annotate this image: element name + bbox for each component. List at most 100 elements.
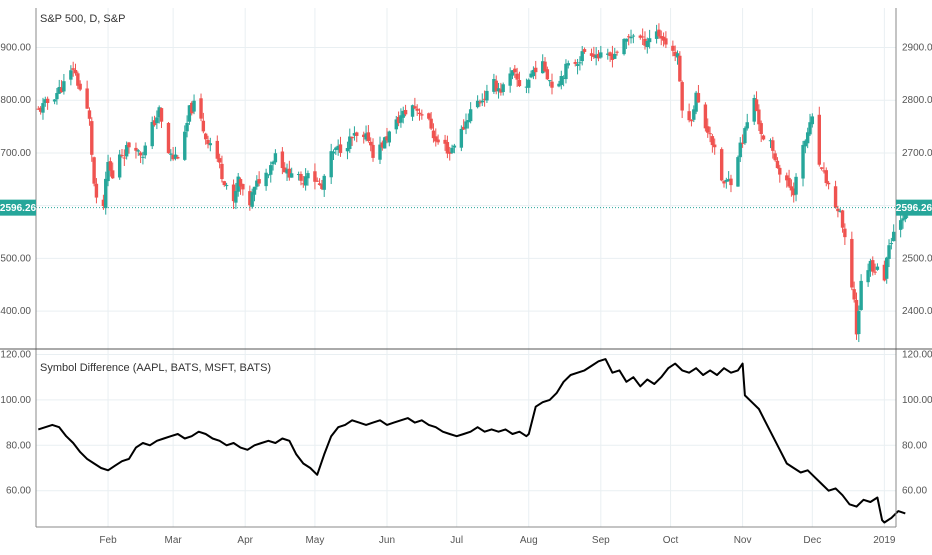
- candle-body: [106, 161, 110, 182]
- candle-body: [822, 170, 826, 172]
- candlestick: [594, 47, 598, 66]
- candlestick: [808, 113, 812, 136]
- candle-body: [159, 108, 164, 122]
- axes: Feb Mar Apr May Jun Jul Aug Sep Oct Nov Dec 2019 240…: [0, 8, 932, 546]
- candlestick: [269, 161, 273, 183]
- candle-body: [485, 90, 489, 101]
- price-pane: [36, 23, 910, 343]
- candlestick: [647, 29, 652, 49]
- candlestick: [183, 125, 187, 161]
- candlestick: [805, 127, 810, 149]
- candle-body: [87, 110, 92, 119]
- candlestick: [645, 37, 649, 54]
- candlestick: [136, 149, 140, 156]
- candlestick: [273, 149, 278, 165]
- candlestick: [687, 103, 691, 123]
- candle-body: [464, 121, 468, 129]
- candle-body: [901, 218, 905, 221]
- candle-body: [127, 142, 131, 148]
- candle-body: [743, 128, 747, 144]
- candle-body: [431, 130, 436, 139]
- candlestick: [801, 140, 805, 187]
- candlestick: [394, 115, 398, 134]
- price-tick-label-left: 2900.00: [0, 43, 31, 54]
- candle-body: [589, 53, 594, 56]
- candle-body: [283, 167, 287, 173]
- candle-body: [394, 119, 398, 130]
- candlestick: [559, 70, 563, 90]
- indicator-tick-label-right: 60.00: [902, 486, 927, 497]
- candle-body: [787, 177, 791, 187]
- last-price-tag-right: 2596.26: [896, 199, 932, 216]
- candlestick: [850, 231, 854, 291]
- candle-body: [608, 52, 612, 57]
- candlestick: [561, 75, 566, 87]
- price-tick-label-right: 2800.00: [902, 95, 932, 106]
- candlestick: [124, 141, 129, 160]
- candle-body: [875, 266, 880, 270]
- candle-body: [843, 228, 847, 238]
- candlestick: [529, 70, 533, 79]
- candlestick: [171, 146, 175, 161]
- candle-body: [496, 88, 501, 92]
- candlestick: [631, 33, 636, 44]
- candlestick: [833, 180, 838, 209]
- candle-body: [303, 176, 308, 186]
- candlestick: [580, 45, 584, 66]
- candlestick: [824, 167, 828, 187]
- candlestick: [891, 224, 896, 242]
- candle-body: [817, 114, 821, 165]
- candlestick: [280, 147, 285, 175]
- candle-body: [785, 175, 789, 181]
- candlestick: [887, 239, 891, 268]
- candle-body: [694, 92, 698, 112]
- candle-body: [410, 105, 415, 117]
- candlestick: [787, 169, 791, 188]
- candlestick: [857, 305, 861, 343]
- candle-body: [271, 161, 275, 165]
- candle-body: [754, 99, 759, 112]
- candlestick: [303, 168, 308, 191]
- candle-body: [582, 49, 587, 52]
- candlestick: [382, 136, 387, 149]
- candlestick: [117, 149, 122, 180]
- indicator-tick-label-left: 80.00: [6, 440, 31, 451]
- candlestick: [661, 32, 666, 47]
- candle-body: [826, 182, 831, 185]
- x-tick-label: Jul: [450, 535, 463, 546]
- candle-body: [387, 131, 391, 143]
- candle-body: [492, 79, 496, 92]
- candlestick: [250, 188, 254, 209]
- candle-body: [475, 100, 480, 108]
- candle-body: [350, 136, 354, 139]
- candlestick: [671, 40, 675, 57]
- candle-body: [111, 170, 115, 179]
- candlestick: [678, 51, 682, 82]
- candlestick: [43, 96, 47, 107]
- candlestick: [287, 160, 292, 181]
- x-tick-label: Mar: [165, 535, 183, 546]
- candle-body: [224, 185, 229, 187]
- candle-body: [729, 178, 733, 186]
- candle-body: [289, 173, 294, 178]
- candlestick: [201, 112, 206, 134]
- candlestick: [248, 185, 252, 211]
- candlestick: [461, 119, 466, 131]
- candle-body: [152, 120, 157, 126]
- candlestick: [629, 29, 633, 44]
- candle-body: [638, 35, 643, 38]
- candle-body: [450, 147, 454, 153]
- indicator-tick-label-right: 100.00: [902, 395, 932, 406]
- candlestick: [187, 105, 192, 125]
- candle-body: [664, 38, 668, 45]
- candlestick: [654, 24, 659, 44]
- candle-body: [859, 280, 863, 310]
- candle-body: [678, 55, 682, 82]
- candlestick: [740, 134, 745, 148]
- candle-body: [369, 141, 373, 146]
- price-tick-label-right: 2500.00: [902, 253, 932, 264]
- symbol-title: S&P 500, D, S&P: [40, 13, 125, 25]
- candle-body: [606, 53, 610, 55]
- candlestick: [387, 130, 391, 147]
